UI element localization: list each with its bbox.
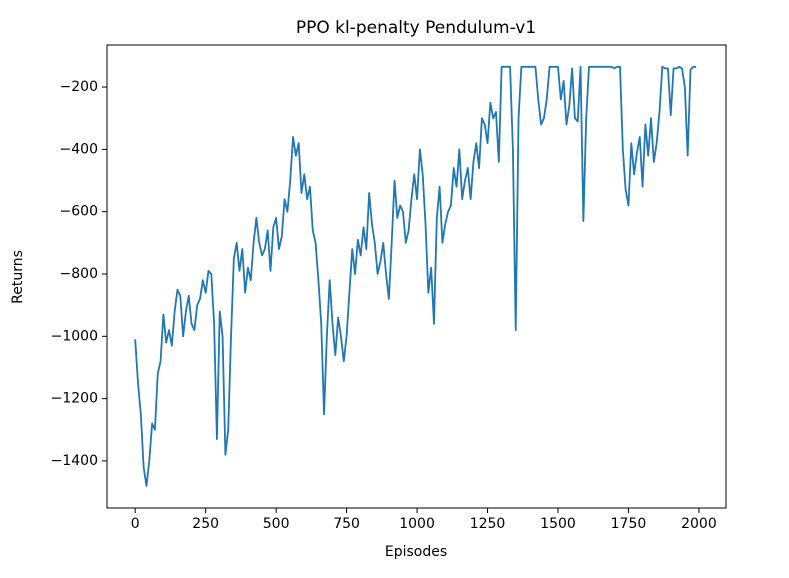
x-tick-label: 250 (192, 516, 219, 532)
x-tick-label: 1000 (399, 516, 435, 532)
y-tick-label: −1200 (51, 391, 98, 407)
y-tick-label: −800 (60, 266, 98, 282)
x-tick-label: 1250 (470, 516, 506, 532)
x-tick-label: 500 (263, 516, 290, 532)
y-tick-label: −200 (60, 79, 98, 95)
plot-frame (106, 44, 727, 509)
x-tick-label: 0 (131, 516, 140, 532)
line-series (134, 65, 697, 487)
chart-title: PPO kl-penalty Pendulum-v1 (296, 18, 536, 38)
y-tick-label: −1000 (51, 328, 98, 344)
x-tick-label: 2000 (681, 516, 717, 532)
y-tick-label: −400 (60, 141, 98, 157)
x-tick-label: 750 (333, 516, 360, 532)
x-axis-label: Episodes (385, 544, 447, 560)
y-tick-label: −600 (60, 204, 98, 220)
y-tick-label: −1400 (51, 453, 98, 469)
y-axis-label: Returns (10, 250, 26, 304)
x-tick-label: 1750 (611, 516, 647, 532)
x-tick-label: 1500 (540, 516, 576, 532)
